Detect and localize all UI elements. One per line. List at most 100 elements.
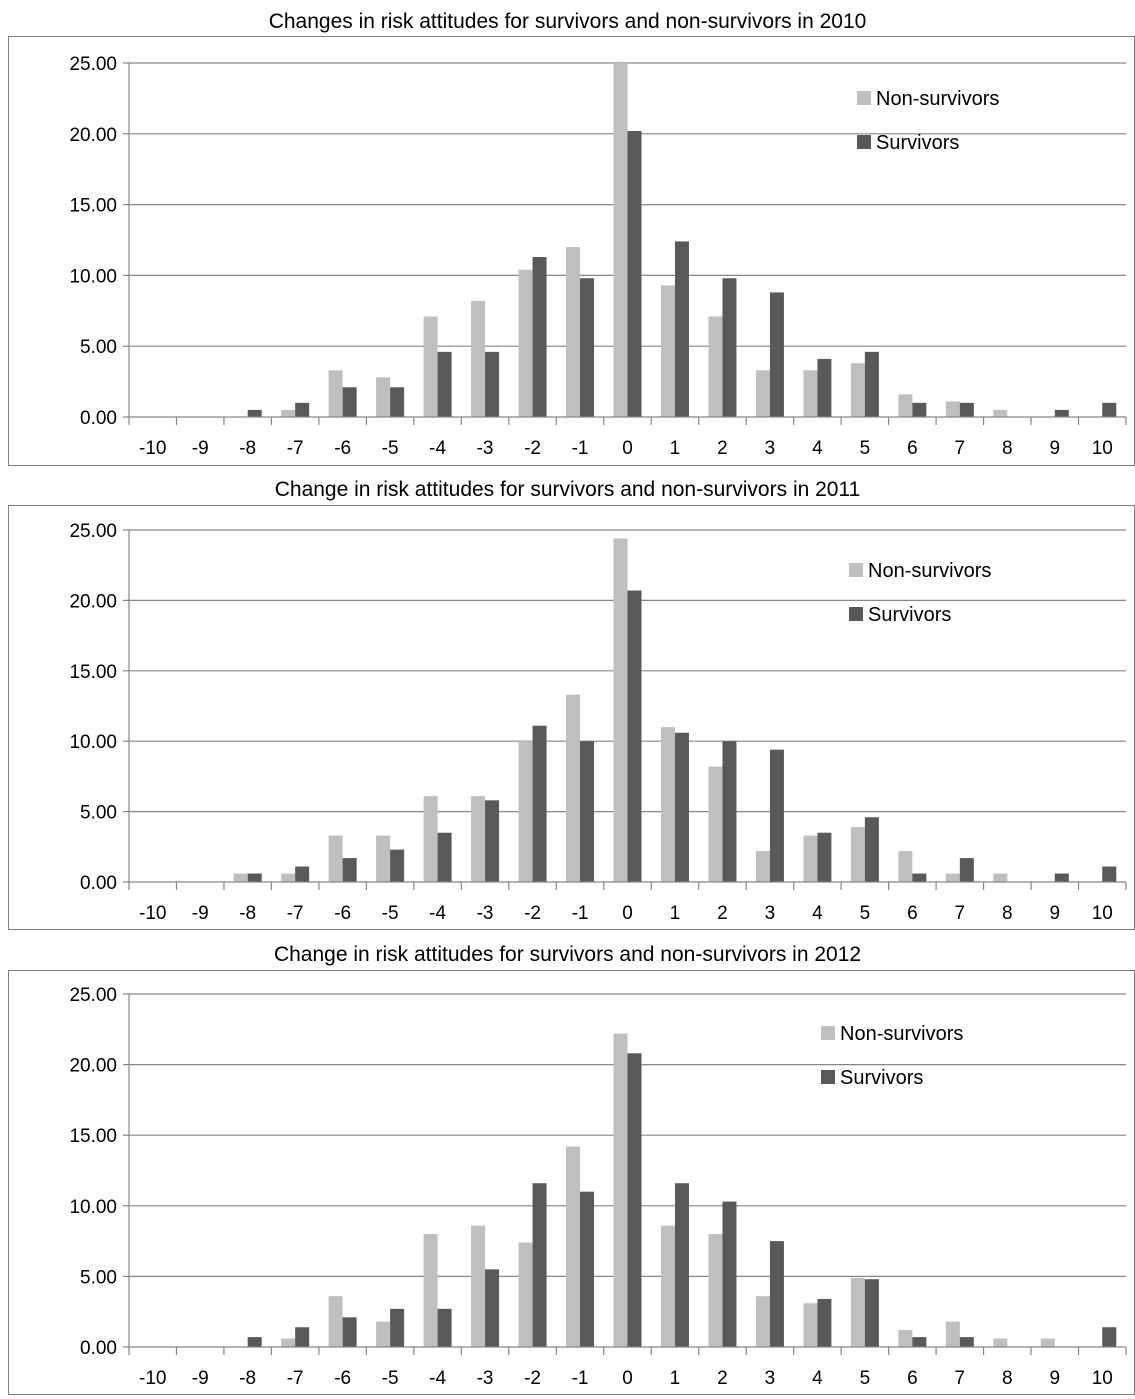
bar-survivors [247, 1337, 262, 1347]
x-tick-label: -2 [524, 438, 541, 459]
bar-survivors [674, 732, 689, 882]
x-tick-label: 1 [670, 438, 681, 459]
bar-survivors [627, 130, 642, 417]
bar-nonsurvivors [1040, 1338, 1055, 1347]
x-tick-label: -8 [239, 903, 256, 924]
bar-nonsurvivors [660, 285, 675, 417]
x-tick-label: 7 [955, 903, 966, 924]
bar-nonsurvivors [518, 1242, 533, 1347]
bar-survivors [817, 1298, 832, 1347]
x-tick-label: -10 [139, 1368, 166, 1389]
x-tick-label: -7 [287, 1368, 304, 1389]
bar-nonsurvivors [755, 370, 770, 417]
x-tick-label: -10 [139, 903, 166, 924]
bar-survivors [959, 402, 974, 417]
x-tick-label: 8 [1002, 903, 1013, 924]
bar-nonsurvivors [566, 247, 581, 417]
x-tick-label: 10 [1092, 1368, 1113, 1389]
legend-label: Non-survivors [868, 560, 991, 582]
bar-nonsurvivors [613, 538, 628, 882]
bar-nonsurvivors [993, 873, 1008, 882]
bar-nonsurvivors [423, 796, 438, 882]
bar-survivors [295, 1327, 310, 1347]
x-tick-label: 4 [812, 438, 823, 459]
bar-survivors [1102, 402, 1117, 417]
bar-nonsurvivors [803, 835, 818, 882]
bar-nonsurvivors [566, 694, 581, 882]
y-tick-label: 5.00 [80, 1267, 117, 1288]
legend-label: Non-survivors [840, 1023, 963, 1045]
x-tick-label: 5 [860, 903, 871, 924]
bar-nonsurvivors [423, 1234, 438, 1347]
x-tick-label: -9 [192, 903, 209, 924]
bar-survivors [295, 866, 310, 882]
x-tick-label: -8 [239, 438, 256, 459]
bar-nonsurvivors [376, 377, 391, 417]
x-tick-label: 4 [812, 1368, 823, 1389]
bar-survivors [532, 256, 547, 417]
y-tick-label: 20.00 [69, 125, 117, 146]
x-tick-label: 6 [907, 1368, 918, 1389]
y-tick-label: 0.00 [80, 1338, 117, 1359]
bar-survivors [817, 358, 832, 417]
y-tick-label: 5.00 [80, 337, 117, 358]
bar-survivors [580, 741, 595, 882]
bar-nonsurvivors [850, 1277, 865, 1347]
x-tick-label: 0 [622, 1368, 633, 1389]
y-tick-label: 15.00 [69, 196, 117, 217]
bar-survivors [390, 387, 405, 417]
bar-survivors [674, 241, 689, 417]
bar-survivors [532, 725, 547, 882]
legend-label: Survivors [876, 132, 959, 154]
y-tick-label: 0.00 [80, 408, 117, 429]
bar-survivors [627, 1053, 642, 1347]
bar-survivors [485, 1269, 500, 1347]
bar-nonsurvivors [708, 1234, 723, 1347]
bar-survivors [580, 278, 595, 417]
x-tick-label: -8 [239, 1368, 256, 1389]
x-tick-label: -4 [429, 903, 446, 924]
x-tick-label: 6 [907, 438, 918, 459]
y-tick-label: 20.00 [69, 1056, 117, 1077]
chart-title: Change in risk attitudes for survivors a… [273, 943, 862, 966]
x-tick-label: 0 [622, 438, 633, 459]
bar-nonsurvivors [328, 835, 343, 882]
x-tick-label: 2 [717, 1368, 728, 1389]
bar-survivors [674, 1183, 689, 1347]
bar-nonsurvivors [518, 269, 533, 417]
y-tick-label: 25.00 [69, 521, 117, 542]
x-tick-label: 4 [812, 903, 823, 924]
bar-survivors [390, 849, 405, 882]
x-tick-label: 10 [1092, 903, 1113, 924]
bar-nonsurvivors [660, 727, 675, 882]
bar-nonsurvivors [613, 1033, 628, 1347]
x-tick-label: -6 [334, 903, 351, 924]
x-tick-label: -3 [477, 903, 494, 924]
x-tick-label: 2 [717, 438, 728, 459]
bar-nonsurvivors [898, 1330, 913, 1347]
bar-survivors [912, 1337, 927, 1347]
bar-survivors [864, 1279, 879, 1347]
bar-survivors [864, 351, 879, 417]
x-tick-label: -10 [139, 438, 166, 459]
x-tick-label: 5 [860, 438, 871, 459]
x-tick-label: -4 [429, 438, 446, 459]
y-tick-label: 25.00 [69, 54, 117, 75]
bar-survivors [769, 749, 784, 882]
x-tick-label: 0 [622, 903, 633, 924]
bar-nonsurvivors [613, 63, 628, 417]
bar-survivors [342, 387, 357, 417]
bar-survivors [342, 1317, 357, 1347]
bar-nonsurvivors [281, 873, 296, 882]
bar-nonsurvivors [471, 796, 486, 882]
bar-nonsurvivors [945, 1321, 960, 1347]
x-tick-label: 5 [860, 1368, 871, 1389]
bar-survivors [390, 1308, 405, 1347]
x-tick-label: -5 [382, 438, 399, 459]
x-tick-label: 3 [765, 438, 776, 459]
x-tick-label: -5 [382, 903, 399, 924]
bar-nonsurvivors [281, 1338, 296, 1347]
y-tick-label: 20.00 [69, 591, 117, 612]
y-tick-label: 0.00 [80, 873, 117, 894]
bar-nonsurvivors [566, 1146, 581, 1347]
